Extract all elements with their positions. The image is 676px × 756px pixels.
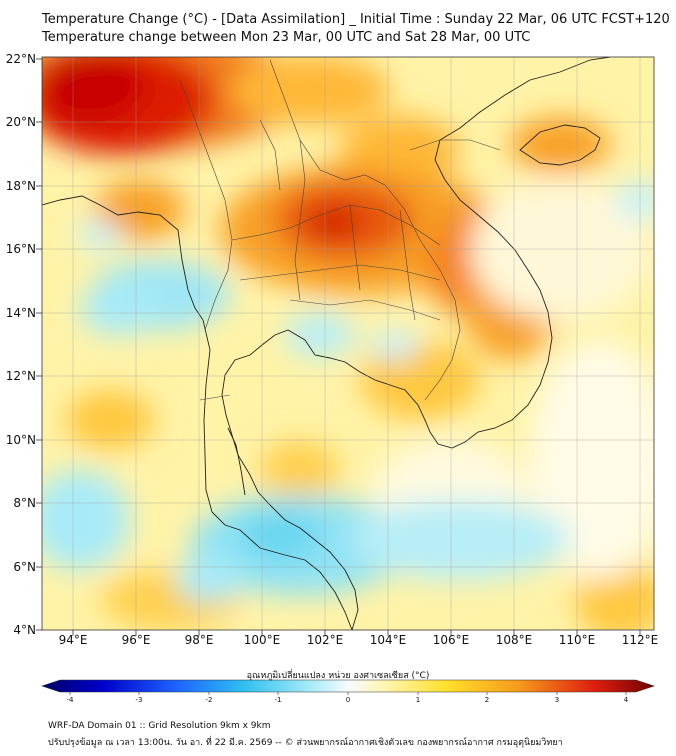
colorbar-tick-label: -2 <box>205 696 213 704</box>
colorbar-tick-label: 2 <box>484 696 490 704</box>
lon-label: 106°E <box>432 633 470 647</box>
lon-label: 108°E <box>495 633 533 647</box>
lat-label: 8°N <box>13 496 36 510</box>
colorbar-tick-label: -3 <box>135 696 143 704</box>
lon-label: 96°E <box>121 633 151 647</box>
lon-label: 112°E <box>621 633 659 647</box>
lon-label: 104°E <box>369 633 407 647</box>
colorbar-label: อุณหภูมิเปลี่ยนแปลง หน่วย องศาเซลเซียส (… <box>246 671 430 681</box>
lon-label: 102°E <box>306 633 344 647</box>
lat-label: 4°N <box>13 623 36 637</box>
lat-label: 10°N <box>5 433 36 447</box>
lat-label: 22°N <box>5 52 36 66</box>
lon-label: 98°E <box>184 633 214 647</box>
lat-label: 20°N <box>5 115 36 129</box>
lon-label: 100°E <box>243 633 281 647</box>
colorbar-tick-label: 3 <box>554 696 560 704</box>
footer-credit: ปรับปรุงข้อมูล ณ เวลา 13:00น. วัน อา. ที… <box>48 738 563 748</box>
colorbar-tick-label: -4 <box>66 696 74 704</box>
lat-label: 16°N <box>5 242 36 256</box>
colorbar-ticks <box>69 692 627 695</box>
grid-lines <box>42 57 654 630</box>
coastlines <box>42 57 611 630</box>
lon-label: 94°E <box>58 633 88 647</box>
lat-label: 12°N <box>5 369 36 383</box>
temperature-field <box>42 57 654 630</box>
colorbar-tick-label: -1 <box>274 696 282 704</box>
map-frame <box>41 56 655 631</box>
lat-label: 18°N <box>5 179 36 193</box>
lat-label: 14°N <box>5 306 36 320</box>
colorbar <box>41 679 655 693</box>
axis-ticks <box>36 58 641 636</box>
admin-boundaries <box>179 59 501 401</box>
map-title-line1: Temperature Change (°C) - [Data Assimila… <box>42 12 670 27</box>
colorbar-tick-label: 4 <box>623 696 629 704</box>
footer-model-info: WRF-DA Domain 01 :: Grid Resolution 9km … <box>48 721 271 731</box>
map-title-line2: Temperature change between Mon 23 Mar, 0… <box>42 30 531 45</box>
colorbar-tick-label: 1 <box>415 696 421 704</box>
lat-label: 6°N <box>13 560 36 574</box>
lon-label: 110°E <box>558 633 596 647</box>
colorbar-tick-label: 0 <box>345 696 351 704</box>
